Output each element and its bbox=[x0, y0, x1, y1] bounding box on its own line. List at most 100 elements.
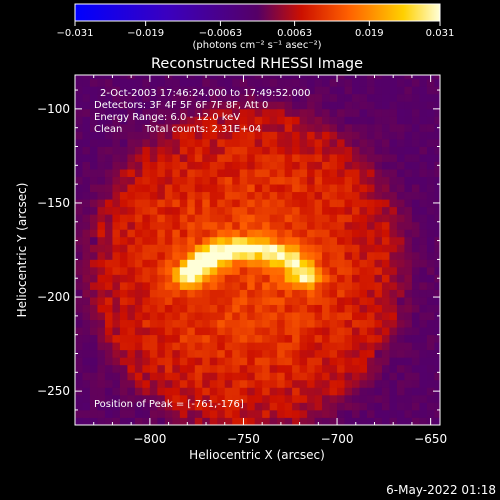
heatmap-cell bbox=[75, 93, 83, 102]
heatmap-cell bbox=[434, 266, 440, 275]
heatmap-cell bbox=[134, 93, 143, 102]
heatmap-cell bbox=[179, 349, 188, 358]
heatmap-cell bbox=[352, 417, 360, 425]
heatmap-cell bbox=[202, 184, 211, 193]
heatmap-cell bbox=[284, 266, 293, 275]
heatmap-cell bbox=[269, 93, 278, 102]
heatmap-cell bbox=[374, 259, 383, 268]
heatmap-cell bbox=[187, 199, 196, 208]
heatmap-cell bbox=[194, 274, 203, 283]
heatmap-cell bbox=[337, 116, 345, 125]
heatmap-cell bbox=[97, 274, 106, 283]
heatmap-cell bbox=[187, 274, 196, 283]
heatmap-cell bbox=[254, 75, 263, 80]
heatmap-cell bbox=[239, 251, 248, 260]
heatmap-cell bbox=[134, 244, 143, 253]
heatmap-cell bbox=[404, 394, 413, 403]
heatmap-cell bbox=[367, 357, 375, 366]
heatmap-cell bbox=[322, 221, 330, 230]
heatmap-cell bbox=[254, 244, 263, 253]
heatmap-cell bbox=[194, 342, 203, 351]
heatmap-cell bbox=[179, 214, 188, 223]
heatmap-cell bbox=[314, 161, 323, 170]
heatmap-cell bbox=[142, 274, 151, 283]
heatmap-cell bbox=[179, 289, 188, 298]
heatmap-cell bbox=[75, 244, 83, 253]
heatmap-cell bbox=[97, 364, 106, 373]
heatmap-cell bbox=[97, 176, 106, 185]
heatmap-cell bbox=[149, 108, 158, 117]
heatmap-cell bbox=[426, 93, 435, 102]
heatmap-cell bbox=[149, 327, 158, 336]
heatmap-cell bbox=[194, 229, 203, 238]
heatmap-cells bbox=[75, 75, 440, 425]
heatmap-cell bbox=[337, 78, 345, 87]
heatmap-cell bbox=[352, 229, 360, 238]
heatmap-cell bbox=[322, 364, 330, 373]
heatmap-cell bbox=[426, 334, 435, 343]
heatmap-cell bbox=[239, 191, 248, 200]
heatmap-cell bbox=[179, 244, 188, 253]
heatmap-cell bbox=[217, 184, 226, 193]
heatmap-cell bbox=[299, 357, 308, 366]
heatmap-cell bbox=[149, 387, 158, 396]
heatmap-cell bbox=[247, 75, 256, 80]
heatmap-cell bbox=[142, 312, 151, 321]
heatmap-cell bbox=[157, 116, 166, 125]
heatmap-cell bbox=[172, 75, 181, 80]
heatmap-cell bbox=[389, 229, 398, 238]
heatmap-cell bbox=[104, 319, 113, 328]
heatmap-cell bbox=[119, 312, 128, 321]
heatmap-cell bbox=[112, 387, 121, 396]
heatmap-cell bbox=[329, 78, 338, 87]
x-tick-label: −750 bbox=[227, 432, 260, 446]
heatmap-cell bbox=[127, 251, 136, 260]
heatmap-cell bbox=[134, 402, 143, 411]
heatmap-cell bbox=[269, 364, 278, 373]
heatmap-cell bbox=[149, 199, 158, 208]
heatmap-cell bbox=[269, 372, 278, 381]
heatmap-cell bbox=[112, 131, 121, 140]
heatmap-cell bbox=[396, 387, 405, 396]
heatmap-cell bbox=[209, 251, 218, 260]
heatmap-cell bbox=[254, 138, 263, 147]
heatmap-cell bbox=[254, 108, 263, 117]
heatmap-cell bbox=[434, 191, 440, 200]
heatmap-cell bbox=[104, 214, 113, 223]
heatmap-cell bbox=[337, 364, 345, 373]
heatmap-cell bbox=[209, 266, 218, 275]
heatmap-cell bbox=[247, 123, 256, 132]
heatmap-cell bbox=[82, 364, 91, 373]
heatmap-cell bbox=[75, 342, 83, 351]
heatmap-cell bbox=[314, 229, 323, 238]
heatmap-cell bbox=[381, 244, 390, 253]
heatmap-cell bbox=[112, 146, 121, 155]
heatmap-cell bbox=[97, 78, 106, 87]
heatmap-cell bbox=[239, 349, 248, 358]
heatmap-cell bbox=[404, 304, 413, 313]
heatmap-cell bbox=[411, 312, 420, 321]
heatmap-cell bbox=[247, 289, 256, 298]
heatmap-cell bbox=[104, 289, 113, 298]
heatmap-cell bbox=[202, 93, 211, 102]
heatmap-cell bbox=[337, 199, 345, 208]
heatmap-cell bbox=[239, 169, 248, 178]
heatmap-cell bbox=[149, 364, 158, 373]
heatmap-cell bbox=[97, 372, 106, 381]
heatmap-cell bbox=[292, 146, 301, 155]
heatmap-cell bbox=[164, 409, 173, 418]
heatmap-cell bbox=[426, 289, 435, 298]
heatmap-cell bbox=[404, 78, 413, 87]
heatmap-cell bbox=[194, 244, 203, 253]
heatmap-cell bbox=[82, 394, 91, 403]
y-tick-label: −200 bbox=[37, 290, 70, 304]
heatmap-cell bbox=[157, 176, 166, 185]
heatmap-cell bbox=[329, 214, 338, 223]
heatmap-cell bbox=[359, 161, 368, 170]
heatmap-cell bbox=[292, 86, 301, 95]
heatmap-cell bbox=[374, 274, 383, 283]
heatmap-cell bbox=[82, 169, 91, 178]
heatmap-cell bbox=[314, 357, 323, 366]
heatmap-cell bbox=[97, 349, 106, 358]
heatmap-cell bbox=[179, 176, 188, 185]
